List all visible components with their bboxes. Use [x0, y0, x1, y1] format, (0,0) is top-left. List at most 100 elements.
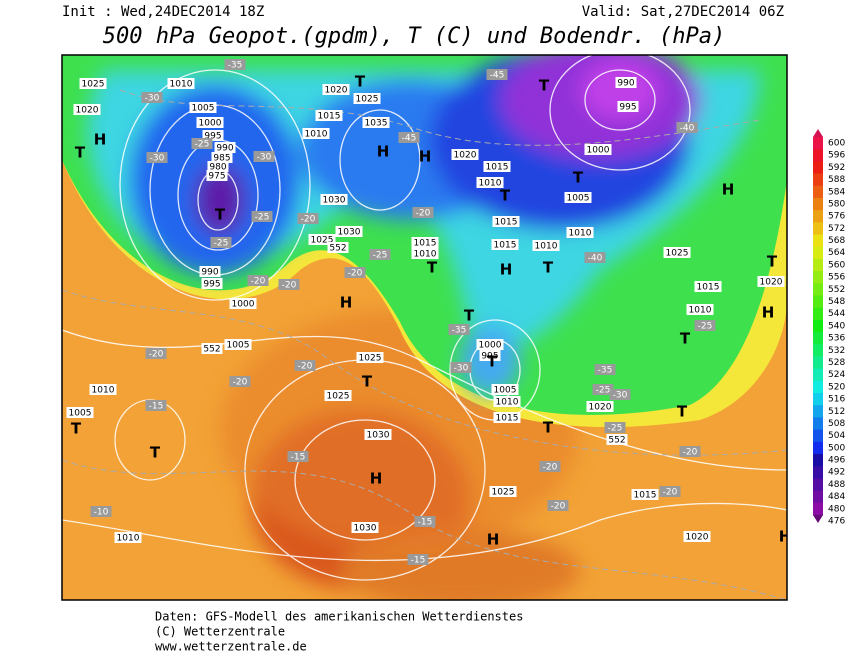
pressure-center: H — [340, 294, 353, 312]
temperature-label: -45 — [490, 71, 505, 81]
isobar-label: 995 — [204, 132, 221, 142]
temperature-label-box — [90, 506, 112, 517]
pressure-label-box — [201, 278, 223, 289]
temperature-label-box — [659, 486, 681, 497]
temperature-label-box — [594, 364, 616, 375]
temperature-label: -15 — [411, 556, 426, 566]
pressure-label-box — [694, 281, 722, 292]
isobar-label: 1010 — [170, 80, 193, 90]
legend-label: 504 — [828, 431, 845, 441]
legend-cell — [813, 295, 823, 309]
pressure-label-box — [196, 117, 224, 128]
pressure-label-box — [411, 248, 439, 259]
legend-label: 484 — [828, 492, 845, 502]
temperature-label: -20 — [233, 378, 248, 388]
pressure-center: H — [487, 531, 500, 549]
temperature-label: -20 — [149, 350, 164, 360]
isobar-label: 1025 — [666, 249, 689, 259]
legend-label: 580 — [828, 199, 845, 209]
isobar-label: 985 — [213, 154, 230, 164]
pressure-label-box — [686, 304, 714, 315]
isobar-label: 995 — [481, 352, 498, 362]
legend-label: 544 — [828, 309, 845, 319]
temperature-label-box — [145, 400, 167, 411]
pressure-label-box — [322, 84, 350, 95]
legend-label: 596 — [828, 151, 845, 161]
footer: Daten: GFS-Modell des amerikanischen Wet… — [155, 610, 523, 654]
legend-cell — [813, 319, 823, 333]
legend-label: 600 — [828, 139, 845, 149]
isobar-label: 980 — [209, 163, 226, 173]
legend-cell — [813, 344, 823, 357]
legend-label: 560 — [828, 260, 845, 270]
pressure-label-box — [683, 531, 711, 542]
legend-cell — [813, 356, 823, 370]
temperature-label: -30 — [454, 364, 469, 374]
legend-label: 528 — [828, 358, 845, 368]
pressure-center: H — [762, 304, 775, 322]
temperature-label-box — [547, 500, 569, 511]
pressure-center: T — [75, 144, 86, 162]
pressure-center: T — [464, 307, 475, 325]
pressure-label-box — [584, 144, 612, 155]
legend-label: 516 — [828, 395, 845, 405]
pressure-label-box — [489, 486, 517, 497]
temperature-label: -20 — [348, 269, 363, 279]
temperature-label: -25 — [195, 140, 210, 150]
isobar-label: 552 — [203, 345, 220, 355]
temperature-label-box — [679, 446, 701, 457]
legend-cap — [813, 129, 823, 137]
isobar-label: 1025 — [359, 354, 382, 364]
pressure-label-box — [351, 522, 379, 533]
legend-label: 488 — [828, 480, 845, 490]
pressure-label-box — [324, 390, 352, 401]
isobar-label: 1020 — [76, 106, 99, 116]
temperature-label-box — [210, 237, 232, 248]
legend-cell — [813, 137, 823, 150]
pressure-label-box — [631, 489, 659, 500]
pressure-label-box — [606, 434, 628, 445]
isobar-label: 1035 — [365, 119, 388, 129]
temperature-label: -15 — [149, 402, 164, 412]
isobar-label: 1010 — [689, 306, 712, 316]
legend-label: 524 — [828, 370, 845, 380]
temperature-label: -30 — [145, 94, 160, 104]
pressure-label-box — [79, 78, 107, 89]
legend-cell — [813, 368, 823, 382]
temperature-label-box — [278, 279, 300, 290]
legend-label: 492 — [828, 468, 845, 478]
isobar-label: 1015 — [697, 283, 720, 293]
color-legend: 600 596 592 588 584 580 576 572 568 564 560 556 552 5… — [813, 129, 845, 527]
pressure-label-box — [476, 339, 504, 350]
temperature-label-box — [412, 207, 434, 218]
isobar-label: 1025 — [82, 80, 105, 90]
temperature-label: -20 — [298, 362, 313, 372]
temperature-label-box — [604, 422, 626, 433]
isobar-label: 1005 — [192, 104, 215, 114]
temperature-label-box — [676, 122, 698, 133]
pressure-center: H — [419, 148, 432, 166]
isobar-label: 975 — [208, 172, 225, 182]
pressure-label-box — [532, 240, 560, 251]
isobar-label: 1020 — [686, 533, 709, 543]
isobar-label: 1020 — [760, 278, 783, 288]
pressure-label-box — [492, 216, 520, 227]
valid-time: Valid: Sat,27DEC2014 06Z — [582, 4, 784, 20]
pressure-label-box — [229, 298, 257, 309]
isobar-label: 1025 — [356, 95, 379, 105]
temperature-label-box — [592, 384, 614, 395]
legend-label: 532 — [828, 346, 845, 356]
isobar-label: 990 — [201, 268, 218, 278]
legend-label: 556 — [828, 273, 845, 283]
isobar-label: 990 — [617, 79, 634, 89]
pressure-center: T — [355, 73, 366, 91]
pressure-label-box — [189, 102, 217, 113]
isobar-label: 1000 — [587, 146, 610, 156]
legend-label: 564 — [828, 248, 845, 258]
isobar-label: 995 — [619, 103, 636, 113]
legend-cell — [813, 478, 823, 492]
pressure-label-box — [491, 239, 519, 250]
legend-label: 592 — [828, 163, 845, 173]
legend-cell — [813, 307, 823, 321]
